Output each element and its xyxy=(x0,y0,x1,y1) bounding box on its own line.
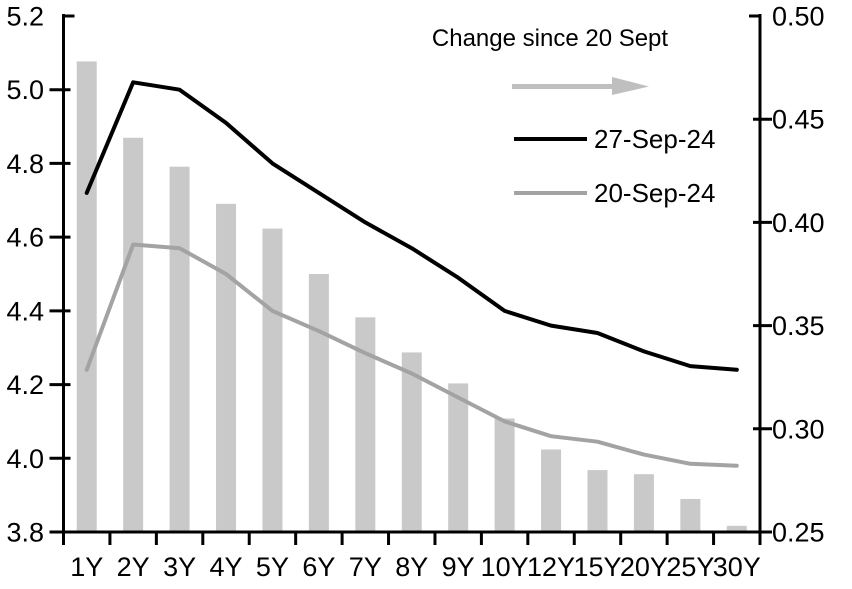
x-axis-label-7Y: 7Y xyxy=(349,552,382,582)
left-axis-label: 5.0 xyxy=(6,75,44,105)
bar-change-1Y xyxy=(76,61,97,533)
bar-change-3Y xyxy=(169,166,190,532)
right-axis-label: 0.30 xyxy=(772,414,825,444)
bar-change-12Y xyxy=(541,449,562,532)
bar-change-9Y xyxy=(448,383,469,532)
legend-title: Change since 20 Sept xyxy=(431,25,669,52)
right-axis-label: 0.25 xyxy=(772,518,825,548)
bar-change-2Y xyxy=(123,137,144,532)
x-axis-label-25Y: 25Y xyxy=(666,552,714,582)
x-axis-label-6Y: 6Y xyxy=(302,552,335,582)
left-axis-label: 4.4 xyxy=(6,296,44,326)
right-axis-label: 0.45 xyxy=(772,105,825,135)
bar-change-20Y xyxy=(633,474,654,532)
bar-change-10Y xyxy=(494,418,515,532)
legend-item-27-sep: 27-Sep-24 xyxy=(514,123,715,155)
left-axis-label: 3.8 xyxy=(6,518,44,548)
bar-change-6Y xyxy=(308,274,329,532)
bar-change-15Y xyxy=(587,470,608,532)
x-axis-label-8Y: 8Y xyxy=(395,552,428,582)
x-axis-label-30Y: 30Y xyxy=(713,552,761,582)
x-axis-label-20Y: 20Y xyxy=(620,552,668,582)
left-axis-label: 4.8 xyxy=(6,149,44,179)
line-27-Sep-24 xyxy=(84,80,739,372)
right-axis-label: 0.40 xyxy=(772,208,825,238)
left-axis-label: 4.0 xyxy=(6,444,44,474)
bar-change-5Y xyxy=(262,228,283,533)
line-20-Sep-24 xyxy=(84,242,739,468)
legend-label-27-sep: 27-Sep-24 xyxy=(594,123,716,154)
change-arrow-icon xyxy=(512,76,652,96)
x-axis-label-2Y: 2Y xyxy=(117,552,150,582)
right-axis-label: 0.35 xyxy=(772,311,825,341)
x-axis-label-15Y: 15Y xyxy=(573,552,621,582)
line-swatch-20-sep xyxy=(514,191,587,195)
x-axis-label-12Y: 12Y xyxy=(527,552,575,582)
bar-change-4Y xyxy=(216,203,237,532)
legend-item-20-sep: 20-Sep-24 xyxy=(514,177,715,209)
left-axis-label: 4.2 xyxy=(6,370,44,400)
bar-change-8Y xyxy=(401,352,422,532)
x-axis-label-4Y: 4Y xyxy=(210,552,243,582)
x-axis-label-3Y: 3Y xyxy=(163,552,196,582)
bar-change-25Y xyxy=(680,498,701,532)
bar-change-7Y xyxy=(355,317,376,532)
x-axis-label-9Y: 9Y xyxy=(442,552,475,582)
legend-label-20-sep: 20-Sep-24 xyxy=(594,177,716,208)
line-swatch-27-sep xyxy=(514,137,587,141)
left-axis-label: 5.2 xyxy=(6,2,44,32)
x-axis-label-5Y: 5Y xyxy=(256,552,289,582)
bar-change-30Y xyxy=(726,525,747,532)
left-axis-label: 4.6 xyxy=(6,223,44,253)
x-axis-label-1Y: 1Y xyxy=(70,552,103,582)
right-axis-label: 0.50 xyxy=(772,2,825,32)
x-axis-label-10Y: 10Y xyxy=(481,552,529,582)
